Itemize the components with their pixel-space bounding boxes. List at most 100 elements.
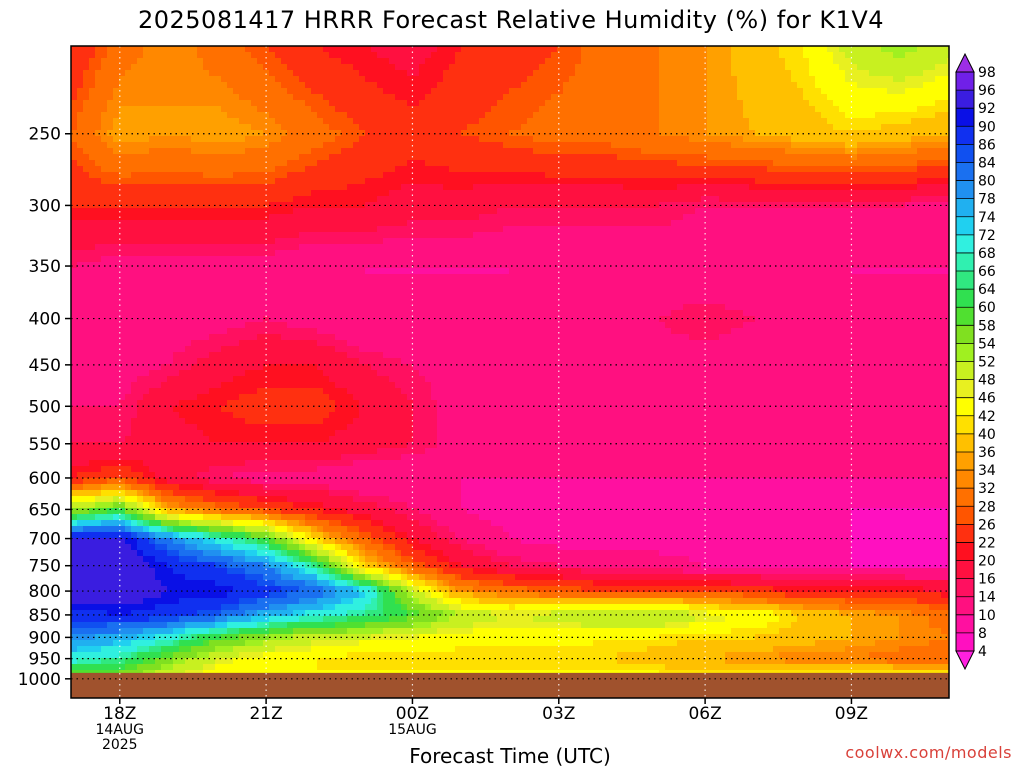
heatmap-cell	[857, 136, 864, 143]
heatmap-cell	[167, 178, 174, 185]
heatmap-cell	[383, 82, 390, 89]
heatmap-cell	[629, 94, 636, 101]
heatmap-cell	[323, 172, 330, 179]
heatmap-cell	[209, 76, 216, 83]
heatmap-cell	[719, 100, 726, 107]
heatmap-cell	[185, 64, 192, 71]
heatmap-cell	[773, 226, 780, 233]
heatmap-cell	[539, 184, 546, 191]
heatmap-cell	[263, 46, 270, 53]
heatmap-cell	[521, 82, 528, 89]
heatmap-cell	[137, 100, 144, 107]
heatmap-cell	[749, 88, 756, 95]
heatmap-cell	[101, 184, 108, 191]
heatmap-cell	[131, 178, 138, 185]
heatmap-cell	[887, 148, 894, 155]
heatmap-cell	[827, 148, 834, 155]
heatmap-cell	[935, 148, 942, 155]
heatmap-cell	[575, 214, 582, 221]
heatmap-cell	[821, 172, 828, 179]
heatmap-cell	[827, 232, 834, 239]
heatmap-cell	[851, 214, 858, 221]
heatmap-cell	[899, 232, 906, 239]
heatmap-cell	[377, 70, 384, 77]
heatmap-cell	[797, 112, 804, 119]
heatmap-cell	[197, 64, 204, 71]
heatmap-cell	[431, 142, 438, 149]
heatmap-cell	[617, 178, 624, 185]
heatmap-cell	[851, 64, 858, 71]
heatmap-cell	[611, 214, 618, 221]
heatmap-cell	[443, 52, 450, 59]
heatmap-cell	[173, 58, 180, 65]
heatmap-cell	[653, 220, 660, 227]
heatmap-cell	[845, 238, 852, 245]
heatmap-cell	[929, 208, 936, 215]
heatmap-cell	[629, 142, 636, 149]
heatmap-cell	[485, 118, 492, 125]
heatmap-cell	[143, 232, 150, 239]
heatmap-cell	[377, 94, 384, 101]
heatmap-cell	[227, 148, 234, 155]
heatmap-cell	[299, 226, 306, 233]
heatmap-cell	[305, 118, 312, 125]
heatmap-cell	[761, 82, 768, 89]
heatmap-cell	[569, 178, 576, 185]
heatmap-cell	[485, 148, 492, 155]
heatmap-cell	[713, 88, 720, 95]
heatmap-cell	[791, 106, 798, 113]
heatmap-cell	[521, 130, 528, 137]
heatmap-cell	[731, 160, 738, 167]
heatmap-cell	[779, 220, 786, 227]
heatmap-cell	[557, 178, 564, 185]
heatmap-cell	[545, 70, 552, 77]
heatmap-cell	[461, 214, 468, 221]
heatmap-cell	[389, 244, 396, 251]
heatmap-cell	[929, 238, 936, 245]
heatmap-cell	[365, 64, 372, 71]
heatmap-cell	[581, 196, 588, 203]
heatmap-cell	[851, 160, 858, 167]
heatmap-cell	[191, 58, 198, 65]
heatmap-cell	[749, 118, 756, 125]
heatmap-cell	[443, 118, 450, 125]
heatmap-cell	[371, 220, 378, 227]
heatmap-cell	[791, 118, 798, 125]
heatmap-cell	[677, 88, 684, 95]
heatmap-cell	[533, 58, 540, 65]
heatmap-cell	[893, 244, 900, 251]
heatmap-cell	[509, 232, 516, 239]
heatmap-cell	[329, 94, 336, 101]
heatmap-cell	[725, 118, 732, 125]
heatmap-cell	[671, 64, 678, 71]
heatmap-cell	[149, 196, 156, 203]
heatmap-cell	[647, 118, 654, 125]
heatmap-cell	[227, 82, 234, 89]
heatmap-cell	[533, 112, 540, 119]
heatmap-cell	[251, 58, 258, 65]
heatmap-cell	[353, 160, 360, 167]
heatmap-cell	[821, 238, 828, 245]
heatmap-cell	[485, 196, 492, 203]
heatmap-cell	[401, 238, 408, 245]
heatmap-cell	[743, 70, 750, 77]
heatmap-cell	[269, 202, 276, 209]
heatmap-cell	[461, 220, 468, 227]
heatmap-cell	[281, 226, 288, 233]
heatmap-cell	[665, 232, 672, 239]
heatmap-cell	[245, 166, 252, 173]
heatmap-cell	[767, 106, 774, 113]
heatmap-cell	[431, 94, 438, 101]
heatmap-cell	[623, 124, 630, 131]
heatmap-cell	[119, 88, 126, 95]
heatmap-cell	[935, 136, 942, 143]
heatmap-cell	[293, 166, 300, 173]
heatmap-cell	[473, 130, 480, 137]
heatmap-cell	[701, 196, 708, 203]
heatmap-cell	[347, 76, 354, 83]
heatmap-cell	[719, 118, 726, 125]
heatmap-cell	[821, 208, 828, 215]
heatmap-cell	[71, 226, 78, 233]
heatmap-cell	[797, 238, 804, 245]
heatmap-cell	[599, 88, 606, 95]
